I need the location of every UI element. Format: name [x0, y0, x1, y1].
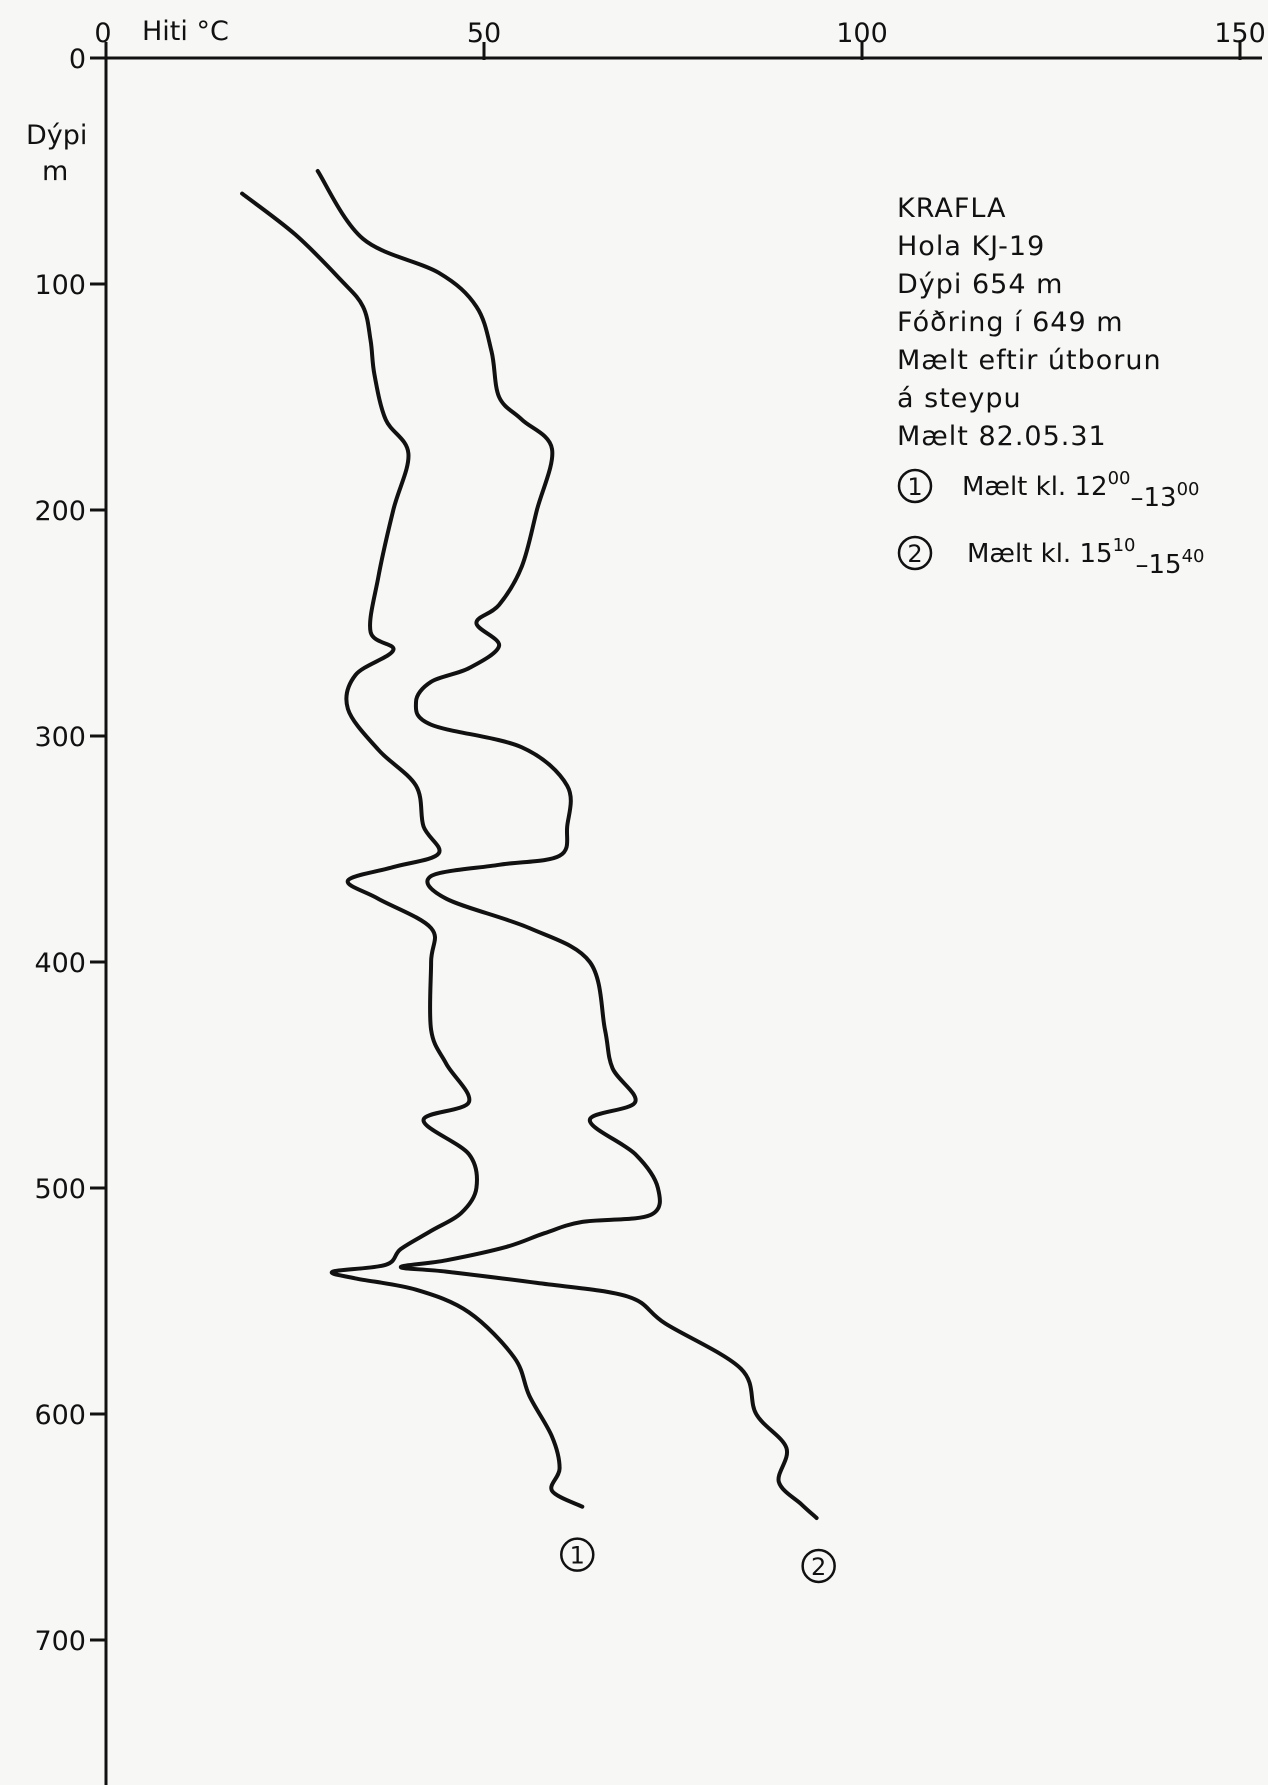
x-tick-label: 150 — [1214, 18, 1266, 49]
legend-marker-label: 1 — [907, 473, 922, 501]
y-tick-label: 200 — [34, 496, 86, 527]
legend-entry-2: Mælt kl. 1510–1540 — [967, 535, 1204, 580]
info-line: Hola KJ-19 — [897, 231, 1045, 262]
info-line: Dýpi 654 m — [897, 269, 1063, 300]
legend-marker-label: 2 — [907, 540, 922, 568]
series-2-end-marker-label: 2 — [811, 1553, 826, 1581]
info-line: KRAFLA — [897, 193, 1007, 224]
series-1-line — [240, 191, 585, 1509]
series-1-end-marker — [560, 1537, 595, 1572]
x-tick-label: 50 — [467, 18, 501, 49]
legend-entry-1: Mælt kl. 1200–1300 — [962, 468, 1199, 513]
y-tick-label: 100 — [34, 270, 86, 301]
legend: 1 Mælt kl. 1200–1300 2 Mælt kl. 1510–1540 — [897, 468, 1204, 580]
y-tick-label: 700 — [34, 1626, 86, 1657]
x-tick-label: 100 — [836, 18, 888, 49]
info-line: Fóðring í 649 m — [897, 307, 1124, 338]
y-tick-label: 600 — [34, 1400, 86, 1431]
series-2-end-marker — [801, 1548, 836, 1584]
y-tick-label: 300 — [34, 722, 86, 753]
info-line: á steypu — [897, 383, 1022, 414]
y-tick-label: 0 — [69, 44, 86, 75]
series-1-end-marker-label: 1 — [570, 1542, 585, 1570]
info-block: KRAFLA Hola KJ-19 Dýpi 654 m Fóðring í 649 … — [897, 193, 1162, 452]
y-axis-unit: m — [42, 156, 68, 187]
x-axis-label: Hiti °C — [142, 16, 229, 47]
y-tick-label: 500 — [34, 1174, 86, 1205]
y-axis-label: Dýpi — [26, 120, 87, 151]
legend-marker-1 — [897, 468, 933, 504]
info-line: Mælt 82.05.31 — [897, 421, 1107, 452]
info-line: Mælt eftir útborun — [897, 345, 1162, 376]
x-tick-label: 0 — [94, 18, 111, 49]
y-tick-label: 400 — [34, 948, 86, 979]
x-ticks: 0 50 100 150 — [94, 18, 1266, 60]
legend-marker-2 — [897, 535, 933, 571]
series-2-line — [315, 169, 819, 1520]
axes — [104, 56, 1262, 1785]
y-ticks: 0 100 200 300 400 500 600 700 — [34, 44, 106, 1657]
